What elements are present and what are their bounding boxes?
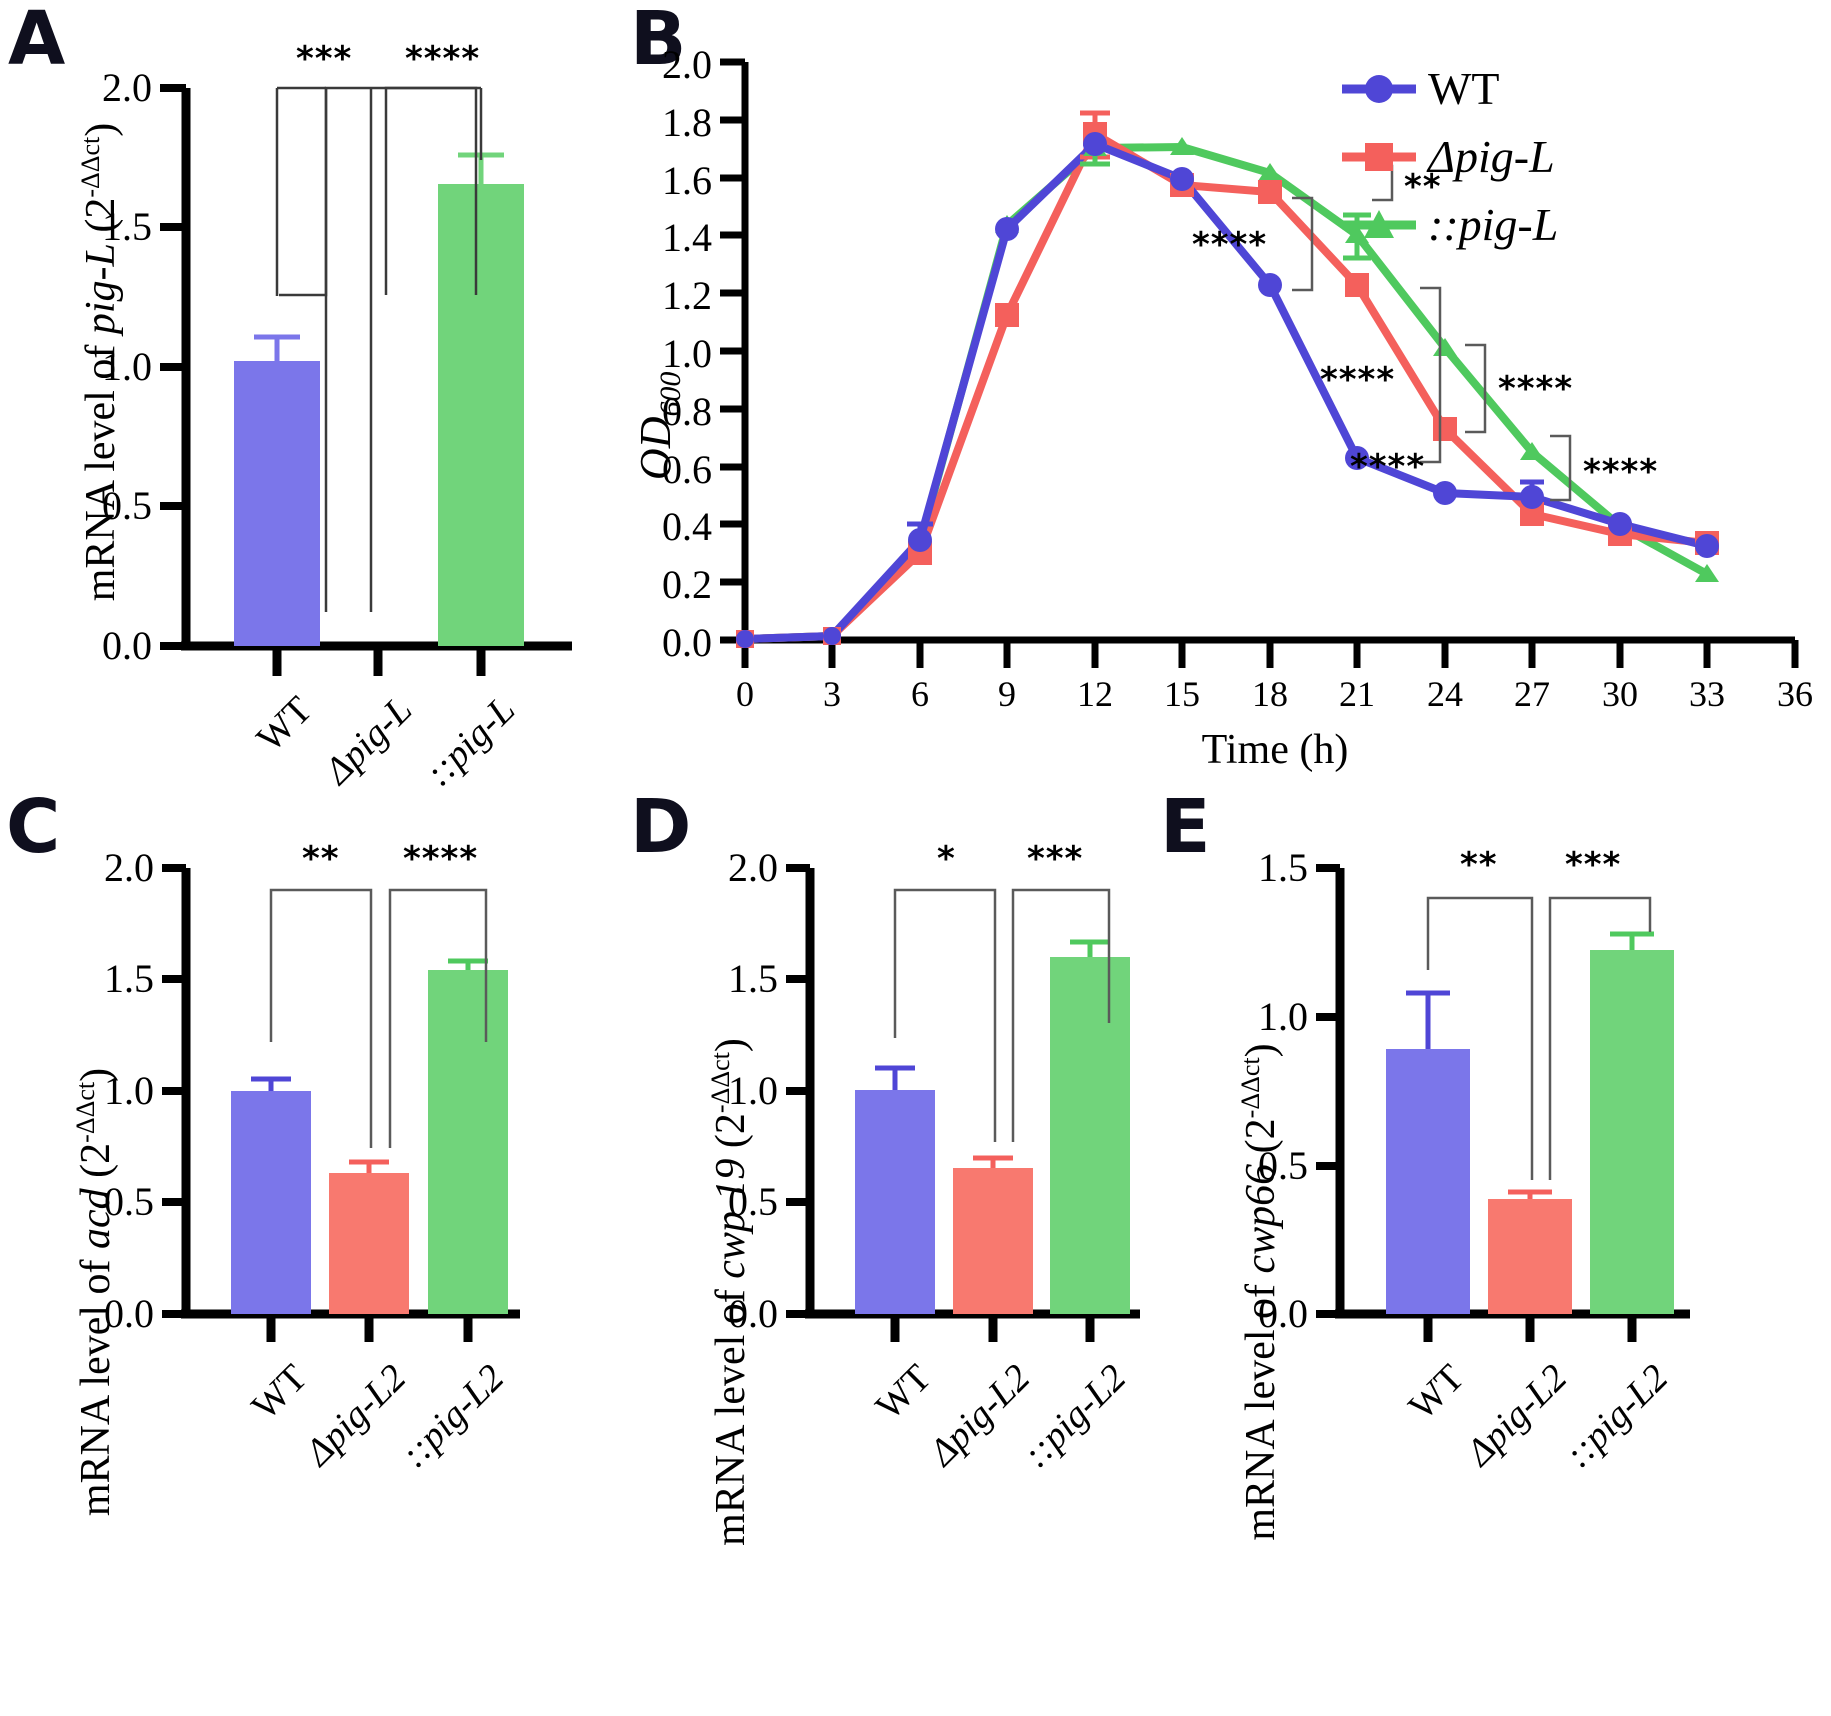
- panel-b-ytick-8: 1.6: [662, 158, 712, 203]
- panel-b-letter: B: [630, 0, 687, 82]
- panel-d-letter: D: [630, 784, 692, 870]
- panel-e-sig-0: **: [1460, 845, 1498, 885]
- panel-c-ytick-4: 2.0: [104, 845, 154, 890]
- panel-c-ytick-3: 1.5: [104, 956, 154, 1001]
- panel-c-ytick-2: 1.0: [104, 1068, 154, 1113]
- legend-marker-square-icon: [1342, 142, 1416, 171]
- panel-d-sig-0: *: [937, 839, 956, 879]
- panel-b-ytick-6: 1.2: [662, 273, 712, 318]
- legend-marker-triangle-icon: [1342, 209, 1416, 238]
- panel-b-ytick-1: 0.2: [662, 562, 712, 607]
- panel-b-xtick-5: 15: [1164, 674, 1200, 714]
- legend-marker-circle-icon: [1342, 74, 1416, 103]
- legend-item-comp-pigl: ::pig-L: [1340, 198, 1558, 251]
- panel-a-sig-1: ****: [405, 39, 481, 79]
- panel-a-ytick-4: 2.0: [102, 65, 152, 110]
- panel-b-xtick-1: 3: [823, 674, 841, 714]
- panel-d-sig-1: ***: [1027, 839, 1084, 879]
- legend-item-delta-pigl: Δpig-L: [1340, 130, 1555, 183]
- panel-e-svg: [1316, 864, 1690, 1342]
- panel-e-ytick-0: 0.0: [1258, 1291, 1308, 1336]
- legend-label-wt: WT: [1428, 63, 1500, 114]
- panel-d-ytick-2: 1.0: [728, 1068, 778, 1113]
- panel-a: A mRNA level of pig-L (2-ΔΔct): [0, 0, 620, 794]
- panel-b-xtick-7: 21: [1339, 674, 1375, 714]
- panel-a-letter: A: [8, 0, 66, 82]
- panel-a-svg: [160, 84, 572, 676]
- panel-a-ytick-3: 1.5: [102, 204, 152, 249]
- panel-d-ytick-4: 2.0: [728, 845, 778, 890]
- panel-b-ytick-0: 0.0: [662, 620, 712, 665]
- panel-c-ytick-0: 0.0: [104, 1291, 154, 1336]
- panel-a-sig-0: ***: [296, 39, 353, 79]
- panel-b-xtick-10: 30: [1602, 674, 1638, 714]
- legend-label-comp-pigl: ::pig-L: [1428, 199, 1559, 250]
- legend-label-delta-pigl: Δpig-L: [1428, 131, 1555, 182]
- panel-b-sig-1: ****: [1192, 225, 1268, 265]
- panel-b-sig-4: ****: [1350, 447, 1426, 487]
- panel-b-ytick-5: 1.0: [662, 331, 712, 376]
- panel-b-sig-3: ****: [1498, 369, 1574, 409]
- panel-b-ytick-10: 2.0: [662, 42, 712, 87]
- panel-e-sig-1: ***: [1565, 845, 1622, 885]
- panel-b-xtick-0: 0: [736, 674, 754, 714]
- panel-b-xtick-11: 33: [1689, 674, 1725, 714]
- panel-b-xtick-12: 36: [1777, 674, 1813, 714]
- panel-b-ytick-9: 1.8: [662, 100, 712, 145]
- panel-b-sig-2: ****: [1320, 360, 1396, 400]
- panel-b-xtick-8: 24: [1427, 674, 1463, 714]
- panel-c: C mRNA level of acd (2-ΔΔct): [0, 780, 620, 1716]
- panel-b-xtick-4: 12: [1077, 674, 1113, 714]
- panel-c-svg: [162, 864, 520, 1342]
- panel-d-svg: [786, 864, 1140, 1342]
- panel-e-letter: E: [1160, 784, 1211, 870]
- panel-b-xtick-9: 27: [1514, 674, 1550, 714]
- panel-b-ytick-7: 1.4: [662, 215, 712, 260]
- panel-b-ytick-4: 0.8: [662, 389, 712, 434]
- panel-e-ytick-3: 1.5: [1258, 845, 1308, 890]
- panel-a-plot: [0, 0, 620, 780]
- panel-d-ytick-1: 0.5: [728, 1179, 778, 1224]
- panel-d-ytick-3: 1.5: [728, 956, 778, 1001]
- panel-b-sig-5: ****: [1583, 452, 1659, 492]
- panel-a-ytick-0: 0.0: [102, 623, 152, 668]
- panel-b-xtick-2: 6: [911, 674, 929, 714]
- panel-b: B OD600: [620, 0, 1831, 780]
- panel-e-ytick-1: 0.5: [1258, 1143, 1308, 1188]
- panel-c-sig-1: ****: [403, 839, 479, 879]
- panel-c-letter: C: [6, 784, 61, 870]
- legend-item-wt: WT: [1340, 62, 1500, 115]
- panel-b-sig-0: **: [1404, 167, 1442, 207]
- panel-b-x-axis-label: Time (h): [1201, 727, 1349, 773]
- panel-c-ytick-1: 0.5: [104, 1179, 154, 1224]
- panel-b-xtick-6: 18: [1252, 674, 1288, 714]
- panel-b-ytick-2: 0.4: [662, 504, 712, 549]
- panel-a-ytick-2: 1.0: [102, 344, 152, 389]
- panel-b-svg: [720, 58, 1799, 668]
- panel-a-ytick-1: 0.5: [102, 483, 152, 528]
- panel-b-xtick-3: 9: [998, 674, 1016, 714]
- panel-d: D mRNA level of cwp 19 (2-ΔΔct): [620, 780, 1180, 1716]
- panel-c-sig-0: **: [302, 839, 340, 879]
- panel-d-ytick-0: 0.0: [728, 1291, 778, 1336]
- panel-e-ytick-2: 1.0: [1258, 994, 1308, 1039]
- panel-e: E mRNA level of cwp66 (2-ΔΔct): [1150, 780, 1831, 1716]
- panel-b-ytick-3: 0.6: [662, 447, 712, 492]
